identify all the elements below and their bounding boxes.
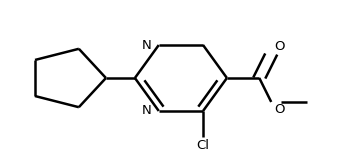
Text: N: N <box>142 39 151 51</box>
Text: N: N <box>142 105 151 117</box>
Text: Cl: Cl <box>197 139 209 152</box>
Text: O: O <box>274 103 284 116</box>
Text: O: O <box>274 40 284 53</box>
